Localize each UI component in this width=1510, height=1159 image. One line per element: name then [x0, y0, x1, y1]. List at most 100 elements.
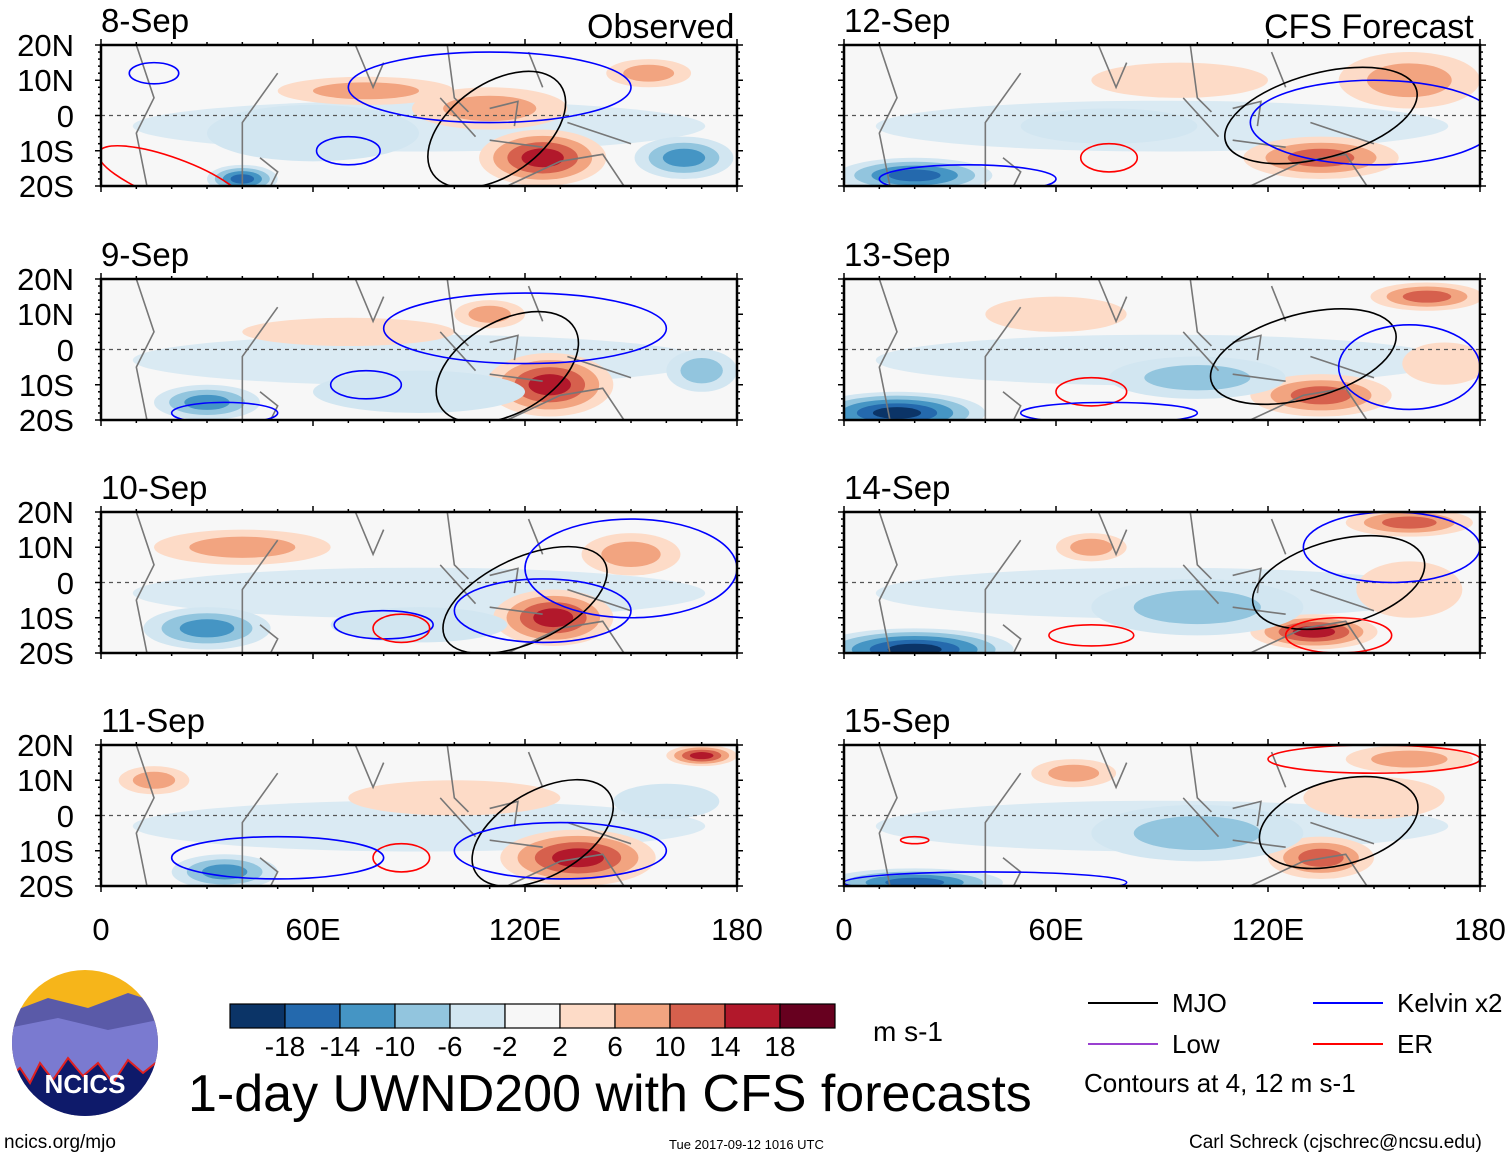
panel-date-title: 10-Sep	[101, 469, 208, 506]
wind-anomaly-blob	[1402, 342, 1480, 385]
panel-date-title: 14-Sep	[844, 469, 951, 506]
wind-anomaly-blob	[601, 541, 661, 567]
mjo-contour	[1224, 66, 1418, 165]
wind-anomaly-blob	[689, 752, 714, 760]
wind-anomaly-blob	[533, 608, 574, 628]
wind-anomaly-blob	[623, 64, 675, 82]
lat-tick-label: 10N	[17, 530, 74, 566]
lat-tick-label: 10S	[18, 833, 74, 869]
lat-tick-label: 10N	[17, 297, 74, 333]
map-panel-14-Sep	[838, 506, 1486, 659]
contours-note: Contours at 4, 12 m s-1	[1084, 1068, 1356, 1098]
wind-anomaly-blob	[207, 104, 419, 162]
kelvin-contour	[1249, 79, 1480, 166]
lat-tick-label: 0	[56, 798, 74, 834]
wind-anomaly-blob	[1402, 290, 1452, 303]
colorbar-swatch	[229, 1003, 286, 1029]
er-contour	[1284, 616, 1393, 653]
lat-tick-label: 20S	[18, 636, 74, 671]
map-panel-13-Sep	[838, 273, 1486, 426]
lat-tick-label: 10S	[18, 133, 74, 169]
wind-anomaly-blob	[201, 864, 248, 880]
wind-anomaly-blob	[872, 407, 922, 419]
wind-anomaly-blob	[1091, 62, 1268, 98]
lat-tick-label: 20S	[18, 869, 74, 904]
mjo-legend-line	[1088, 1002, 1158, 1004]
panel-date-title: 8-Sep	[101, 2, 190, 39]
legend-label: Kelvin x2	[1397, 988, 1503, 1018]
wind-anomaly-blob	[521, 148, 564, 168]
colorbar-swatch	[779, 1003, 836, 1029]
er-contour	[372, 842, 431, 873]
er-contour	[1048, 623, 1135, 647]
colorbar-swatch	[504, 1003, 561, 1029]
kelvin-contour	[170, 835, 385, 880]
kelvin-contour	[844, 871, 1128, 886]
mjo-contour	[442, 545, 608, 653]
wind-anomaly-blob	[132, 771, 176, 789]
coastline	[878, 512, 1375, 653]
wind-anomaly-blob	[1356, 561, 1463, 618]
colorbar-swatch	[394, 1003, 451, 1029]
mjo-contour	[427, 70, 567, 186]
er-contour	[1055, 376, 1128, 407]
observed-label: Observed	[587, 8, 735, 46]
wind-anomaly-blob	[313, 370, 525, 413]
colorbar-tick-label: -2	[492, 1031, 518, 1062]
mjo-contour	[1258, 775, 1419, 870]
lat-tick-label: 20N	[17, 28, 74, 63]
wind-anomaly-blob	[528, 374, 571, 396]
kelvin-contour	[128, 61, 180, 85]
lon-tick-label: 0	[835, 912, 853, 947]
kelvin-contour	[1337, 324, 1480, 411]
lat-tick-label: 0	[56, 98, 74, 134]
wind-anomaly-blob	[242, 317, 455, 346]
kelvin-contour	[347, 51, 632, 124]
wind-anomaly-blob	[179, 619, 235, 638]
colorbar-tick-label: 14	[709, 1031, 741, 1062]
colorbar-tick-label: 6	[607, 1031, 623, 1062]
lon-tick-label: 60E	[285, 912, 341, 947]
panel-date-title: 11-Sep	[101, 702, 205, 739]
lat-tick-label: 10S	[18, 367, 74, 403]
colorbar-swatch	[669, 1003, 726, 1029]
kelvin-contour	[315, 135, 381, 166]
wind-anomaly-blob	[680, 357, 723, 384]
ncics-logo: NCICS	[12, 970, 158, 1116]
lat-tick-label: 0	[56, 332, 74, 368]
wind-anomaly-blob	[662, 148, 706, 167]
colorbar-tick-label: 18	[764, 1031, 796, 1062]
figure-title: 1-day UWND200 with CFS forecasts	[188, 1065, 1032, 1123]
map-panel-10-Sep	[95, 506, 743, 659]
footer-url: ncics.org/mjo	[4, 1132, 116, 1153]
wind-anomaly-blob	[313, 82, 419, 100]
colorbar-swatch	[284, 1003, 341, 1029]
map-panel-11-Sep	[95, 739, 743, 892]
lon-tick-label: 120E	[1231, 912, 1305, 947]
legend-label: Low	[1172, 1029, 1220, 1059]
mjo-contour	[1209, 308, 1397, 406]
footer-timestamp: Tue 2017-09-12 1016 UTC	[669, 1137, 824, 1152]
map-panel-15-Sep	[838, 739, 1486, 892]
lat-tick-label: 20N	[17, 495, 74, 530]
lat-tick-label: 20S	[18, 169, 74, 204]
kelvin-x2-legend-line	[1313, 1002, 1383, 1004]
colorbar-tick-label: -18	[264, 1031, 306, 1062]
lat-tick-label: 20N	[17, 728, 74, 763]
lon-tick-label: 60E	[1028, 912, 1084, 947]
lat-tick-label: 20S	[18, 403, 74, 438]
lat-tick-label: 10N	[17, 763, 74, 799]
wind-anomaly-blob	[1133, 590, 1261, 625]
coastline	[878, 279, 1375, 420]
coastline	[135, 45, 632, 186]
coastline	[878, 45, 1375, 186]
map-panel-9-Sep	[95, 273, 743, 426]
wind-anomaly-blob	[189, 536, 296, 558]
lon-tick-label: 0	[92, 912, 110, 947]
legend-label: ER	[1397, 1029, 1434, 1059]
wind-anomaly-blob	[1144, 365, 1251, 391]
colorbar-tick-label: -14	[319, 1031, 361, 1062]
er-contour	[372, 613, 431, 644]
coastline	[135, 279, 632, 420]
lat-tick-label: 10N	[17, 63, 74, 99]
